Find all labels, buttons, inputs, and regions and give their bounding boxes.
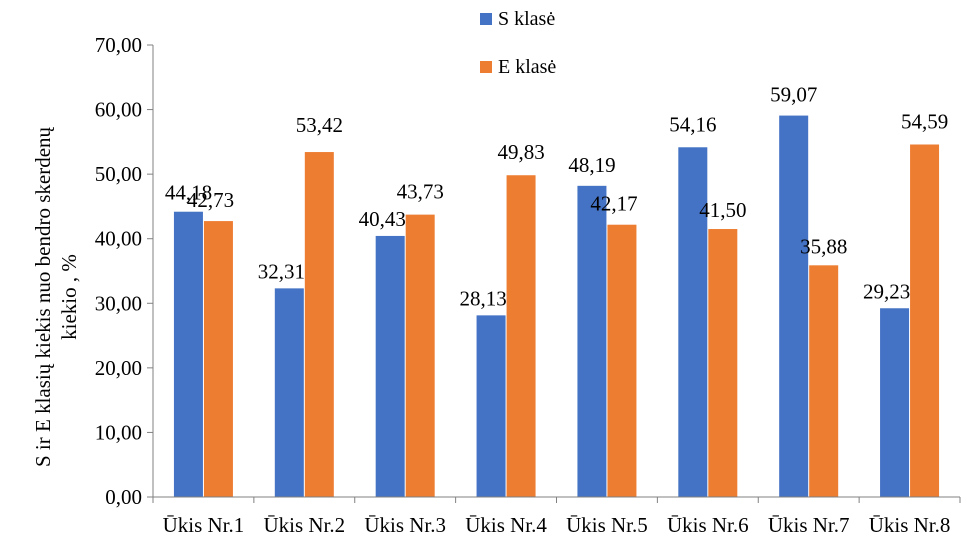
bar-s-klase [577, 185, 607, 497]
legend-label: S klasė [498, 8, 555, 30]
bar-e-klase [405, 214, 435, 497]
x-category-label: Ūkis Nr.4 [465, 513, 547, 537]
data-label-e-klase: 42,17 [590, 192, 637, 216]
y-tick-label: 0,00 [105, 485, 142, 509]
y-tick-label: 60,00 [95, 98, 142, 122]
data-label-s-klase: 44,18 [165, 181, 212, 205]
bars [173, 115, 940, 498]
y-tick-label: 70,00 [95, 33, 142, 57]
bar-s-klase [173, 211, 203, 497]
x-category-label: Ūkis Nr.8 [869, 513, 951, 537]
y-axis-title-line-1: S ir E klasių kiekis nuo bendro skerdenų [31, 126, 55, 467]
x-axis-categories: Ūkis Nr.1 Ūkis Nr.2 Ūkis Nr.3 Ūkis Nr.4 Ūkis… [163, 513, 951, 537]
bar-e-klase [607, 224, 637, 498]
x-category-label: Ūkis Nr.3 [364, 513, 446, 537]
data-label-s-klase: 29,23 [863, 279, 910, 303]
legend-swatch [480, 13, 492, 25]
data-label-e-klase: 53,42 [296, 113, 343, 137]
data-label-e-klase: 54,59 [901, 110, 948, 134]
data-label-e-klase: 43,73 [397, 180, 444, 204]
data-label-e-klase: 35,88 [800, 234, 847, 258]
x-category-label: Ūkis Nr.6 [667, 513, 749, 537]
legend: S klasė E klasė [480, 8, 556, 78]
y-tick-label: 40,00 [95, 227, 142, 251]
bar-e-klase [910, 144, 940, 497]
bar-e-klase [304, 152, 334, 497]
data-label-e-klase: 41,50 [699, 198, 746, 222]
data-label-s-klase: 48,19 [568, 153, 615, 177]
x-category-label: Ūkis Nr.5 [566, 513, 648, 537]
bar-e-klase [506, 175, 536, 497]
x-category-label: Ūkis Nr.7 [768, 513, 850, 537]
data-label-s-klase: 28,13 [459, 286, 506, 310]
bar-e-klase [708, 229, 738, 497]
bar-e-klase [809, 265, 839, 497]
legend-swatch [480, 61, 492, 73]
bar-s-klase [375, 235, 405, 497]
y-tick-label: 30,00 [95, 291, 142, 315]
bar-e-klase [203, 221, 233, 497]
bar-s-klase [678, 147, 708, 498]
bar-s-klase [476, 315, 506, 497]
legend-label: E klasė [498, 56, 556, 78]
data-label-s-klase: 54,16 [669, 112, 716, 136]
data-label-e-klase: 49,83 [497, 140, 544, 164]
axes [152, 45, 961, 503]
y-axis-title: S ir E klasių kiekis nuo bendro skerdenų… [31, 126, 81, 467]
x-category-label: Ūkis Nr.1 [163, 513, 245, 537]
data-label-s-klase: 40,43 [359, 207, 406, 231]
y-axis-title-line-2: kiekio , % [57, 254, 81, 340]
x-category-label: Ūkis Nr.2 [263, 513, 345, 537]
bar-s-klase [779, 115, 809, 497]
y-tick-label: 20,00 [95, 356, 142, 380]
data-label-s-klase: 32,31 [258, 259, 305, 283]
data-label-e-klase: 42,73 [187, 188, 234, 212]
y-tick-label: 50,00 [95, 162, 142, 186]
y-tick-label: 10,00 [95, 420, 142, 444]
y-axis-ticks: 0,00 10,00 20,00 30,00 40,00 50,00 60,00 70,00 [95, 33, 153, 509]
bar-s-klase [274, 288, 304, 497]
bar-s-klase [880, 308, 910, 497]
data-label-s-klase: 59,07 [770, 83, 817, 107]
